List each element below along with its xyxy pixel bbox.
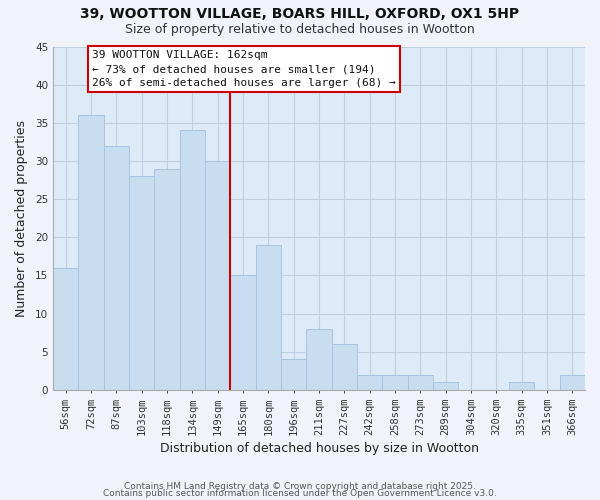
Bar (509, 382, 535, 390)
Text: Contains HM Land Registry data © Crown copyright and database right 2025.: Contains HM Land Registry data © Crown c… (124, 482, 476, 491)
Bar (129, 176, 154, 390)
Bar (332, 344, 357, 390)
Bar (256, 245, 281, 390)
Y-axis label: Number of detached properties: Number of detached properties (15, 120, 28, 316)
Bar (104, 146, 129, 390)
Text: 39 WOOTTON VILLAGE: 162sqm
← 73% of detached houses are smaller (194)
26% of sem: 39 WOOTTON VILLAGE: 162sqm ← 73% of deta… (92, 50, 396, 88)
Bar (560, 374, 585, 390)
Bar (53, 268, 79, 390)
Bar (307, 329, 332, 390)
X-axis label: Distribution of detached houses by size in Wootton: Distribution of detached houses by size … (160, 442, 479, 455)
Bar (205, 161, 230, 390)
Bar (281, 360, 307, 390)
Bar (79, 115, 104, 390)
Bar (180, 130, 205, 390)
Bar (154, 168, 180, 390)
Bar (433, 382, 458, 390)
Bar (382, 374, 407, 390)
Text: Size of property relative to detached houses in Wootton: Size of property relative to detached ho… (125, 22, 475, 36)
Bar (357, 374, 382, 390)
Text: 39, WOOTTON VILLAGE, BOARS HILL, OXFORD, OX1 5HP: 39, WOOTTON VILLAGE, BOARS HILL, OXFORD,… (80, 8, 520, 22)
Bar (407, 374, 433, 390)
Bar (230, 276, 256, 390)
Text: Contains public sector information licensed under the Open Government Licence v3: Contains public sector information licen… (103, 490, 497, 498)
